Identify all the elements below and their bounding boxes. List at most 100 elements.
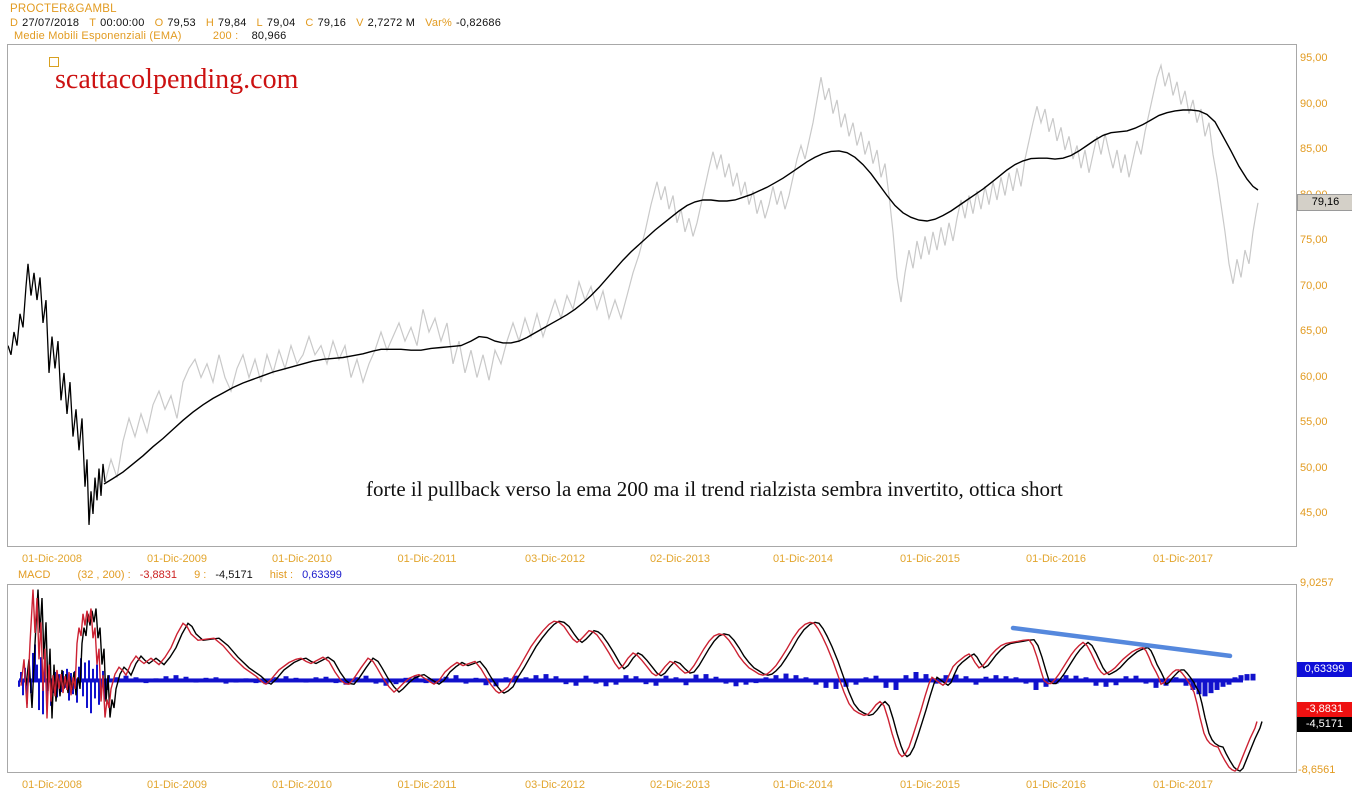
macd-histogram-bar xyxy=(513,675,519,681)
macd-histogram-bar xyxy=(1123,676,1129,681)
macd-histogram-bar xyxy=(18,680,20,687)
quote-field-value: -0,82686 xyxy=(456,17,502,29)
quote-field-key: O xyxy=(154,17,164,29)
quote-field-value: 79,84 xyxy=(218,17,247,29)
macd-zero-baseline xyxy=(19,678,1243,683)
macd-histogram-bar xyxy=(1196,680,1202,695)
macd-histogram-bar xyxy=(643,680,649,685)
macd-histogram-bar xyxy=(753,680,759,684)
quote-field-key: H xyxy=(205,17,215,29)
macd-histogram-bar xyxy=(873,675,879,681)
price-line-early xyxy=(8,263,106,525)
macd-histogram-bar xyxy=(983,676,989,681)
macd-histogram-bar xyxy=(403,677,409,681)
macd-histogram-bar xyxy=(108,675,110,681)
price-tick-label: 65,00 xyxy=(1300,325,1328,337)
macd-histogram-bar xyxy=(1250,673,1256,681)
indicator-label[interactable]: Medie Mobili Esponenziali (EMA) xyxy=(14,30,182,42)
macd-signal-value: -4,5171 xyxy=(215,569,253,581)
x-axis-date-label: 01-Dic-2014 xyxy=(773,779,833,791)
macd-histogram-bar xyxy=(503,677,509,681)
macd-histogram-bar xyxy=(36,664,38,681)
macd-histogram-bar xyxy=(453,675,459,681)
x-axis-date-label: 01-Dic-2011 xyxy=(397,779,457,791)
macd-histogram-bar xyxy=(183,676,189,681)
macd-histogram-bar xyxy=(70,673,72,681)
macd-histogram-bar xyxy=(523,677,529,681)
price-tick-label: 50,00 xyxy=(1300,461,1328,474)
macd-histogram-bar xyxy=(1023,680,1029,684)
macd-histogram-bar xyxy=(893,680,899,690)
macd-histogram-bar xyxy=(333,680,339,684)
macd-name[interactable]: MACD xyxy=(18,569,51,581)
watermark-text: scattacolpending.com xyxy=(55,64,299,95)
macd-histogram-bar xyxy=(743,680,749,685)
macd-params: (32 , 200) : xyxy=(77,569,131,581)
x-axis-date-label: 02-Dic-2013 xyxy=(650,779,710,791)
macd-histogram-bar xyxy=(263,680,269,685)
x-axis-date-label: 01-Dic-2016 xyxy=(1026,553,1086,565)
macd-histogram-bar xyxy=(323,676,329,681)
macd-histogram-bar xyxy=(88,660,90,681)
signal-line xyxy=(25,589,1263,772)
macd-trendline[interactable] xyxy=(1010,625,1233,659)
macd-histogram-bar xyxy=(423,680,429,684)
chart-annotation-text[interactable]: forte il pullback verso la ema 200 ma il… xyxy=(366,477,1063,501)
macd-histogram-bar xyxy=(78,666,80,681)
macd-histogram-bar xyxy=(223,680,229,684)
macd-histogram-bar xyxy=(583,675,589,681)
macd-value-badge: -3,8831 xyxy=(1297,702,1352,717)
macd-histogram-bar xyxy=(763,677,769,681)
macd-chart-panel[interactable] xyxy=(7,584,1297,773)
macd-histogram-bar xyxy=(34,644,36,681)
macd-histogram-bar xyxy=(193,680,199,683)
macd-histogram-bar xyxy=(1083,677,1089,681)
macd-histogram-bar xyxy=(1103,680,1109,687)
macd-histogram-bar xyxy=(82,680,84,697)
macd-histogram-bar xyxy=(1232,677,1238,681)
quote-field-key: D xyxy=(10,17,19,29)
price-tick-label: 90,00 xyxy=(1300,97,1328,110)
macd-histogram-bar xyxy=(703,674,709,681)
macd-axis-min: -8,6561 xyxy=(1298,764,1336,776)
macd-histogram-bar xyxy=(803,677,809,681)
price-chart-plot[interactable] xyxy=(8,45,1296,546)
macd-histogram-bar xyxy=(32,652,34,681)
macd-histogram-bar xyxy=(1043,680,1049,687)
price-tick-label: 70,00 xyxy=(1300,279,1328,292)
macd-histogram-bar xyxy=(92,668,94,681)
price-tick-label: 55,00 xyxy=(1300,416,1328,428)
macd-histogram-bar xyxy=(1208,680,1214,694)
macd-histogram-bar xyxy=(1244,674,1250,681)
macd-histogram-bar xyxy=(533,675,539,681)
indicator-value: 80,966 xyxy=(251,30,287,42)
macd-histogram-bar xyxy=(713,676,719,681)
macd-axis-max: 9,0257 xyxy=(1300,577,1334,589)
macd-histogram-bar xyxy=(633,676,639,681)
x-axis-date-label: 01-Dic-2010 xyxy=(272,553,332,565)
macd-histogram-bar xyxy=(123,675,129,681)
macd-histogram-bar xyxy=(46,680,48,700)
x-axis-date-label: 01-Dic-2014 xyxy=(773,553,833,565)
macd-histogram-bar xyxy=(853,680,859,685)
price-chart-panel[interactable]: scattacolpending.com forte il pullback v… xyxy=(7,44,1297,547)
macd-histogram-bar xyxy=(98,680,100,705)
macd-chart-plot[interactable] xyxy=(8,585,1296,772)
macd-histogram-bar xyxy=(303,680,309,683)
macd-histogram-bar xyxy=(1013,677,1019,681)
symbol-title[interactable]: PROCTER&GAMBL xyxy=(10,3,117,15)
macd-histogram-bar xyxy=(373,680,379,684)
macd-histogram-bar xyxy=(84,662,86,681)
quote-field-value: 79,53 xyxy=(167,17,196,29)
x-axis-date-label: 01-Dic-2009 xyxy=(147,553,207,565)
x-axis-date-label: 01-Dic-2010 xyxy=(272,779,332,791)
macd-histogram-bar xyxy=(1143,680,1149,684)
last-price-badge: 79,16 xyxy=(1297,194,1352,211)
price-tick-label: 85,00 xyxy=(1300,143,1328,155)
x-axis-date-label: 01-Dic-2008 xyxy=(22,779,82,791)
macd-histogram-bar xyxy=(1190,680,1196,690)
macd-histogram-bar xyxy=(38,680,40,711)
macd-histogram-bar xyxy=(58,674,60,681)
macd-histogram-bar xyxy=(923,674,929,681)
macd-histogram-bar xyxy=(553,676,559,681)
